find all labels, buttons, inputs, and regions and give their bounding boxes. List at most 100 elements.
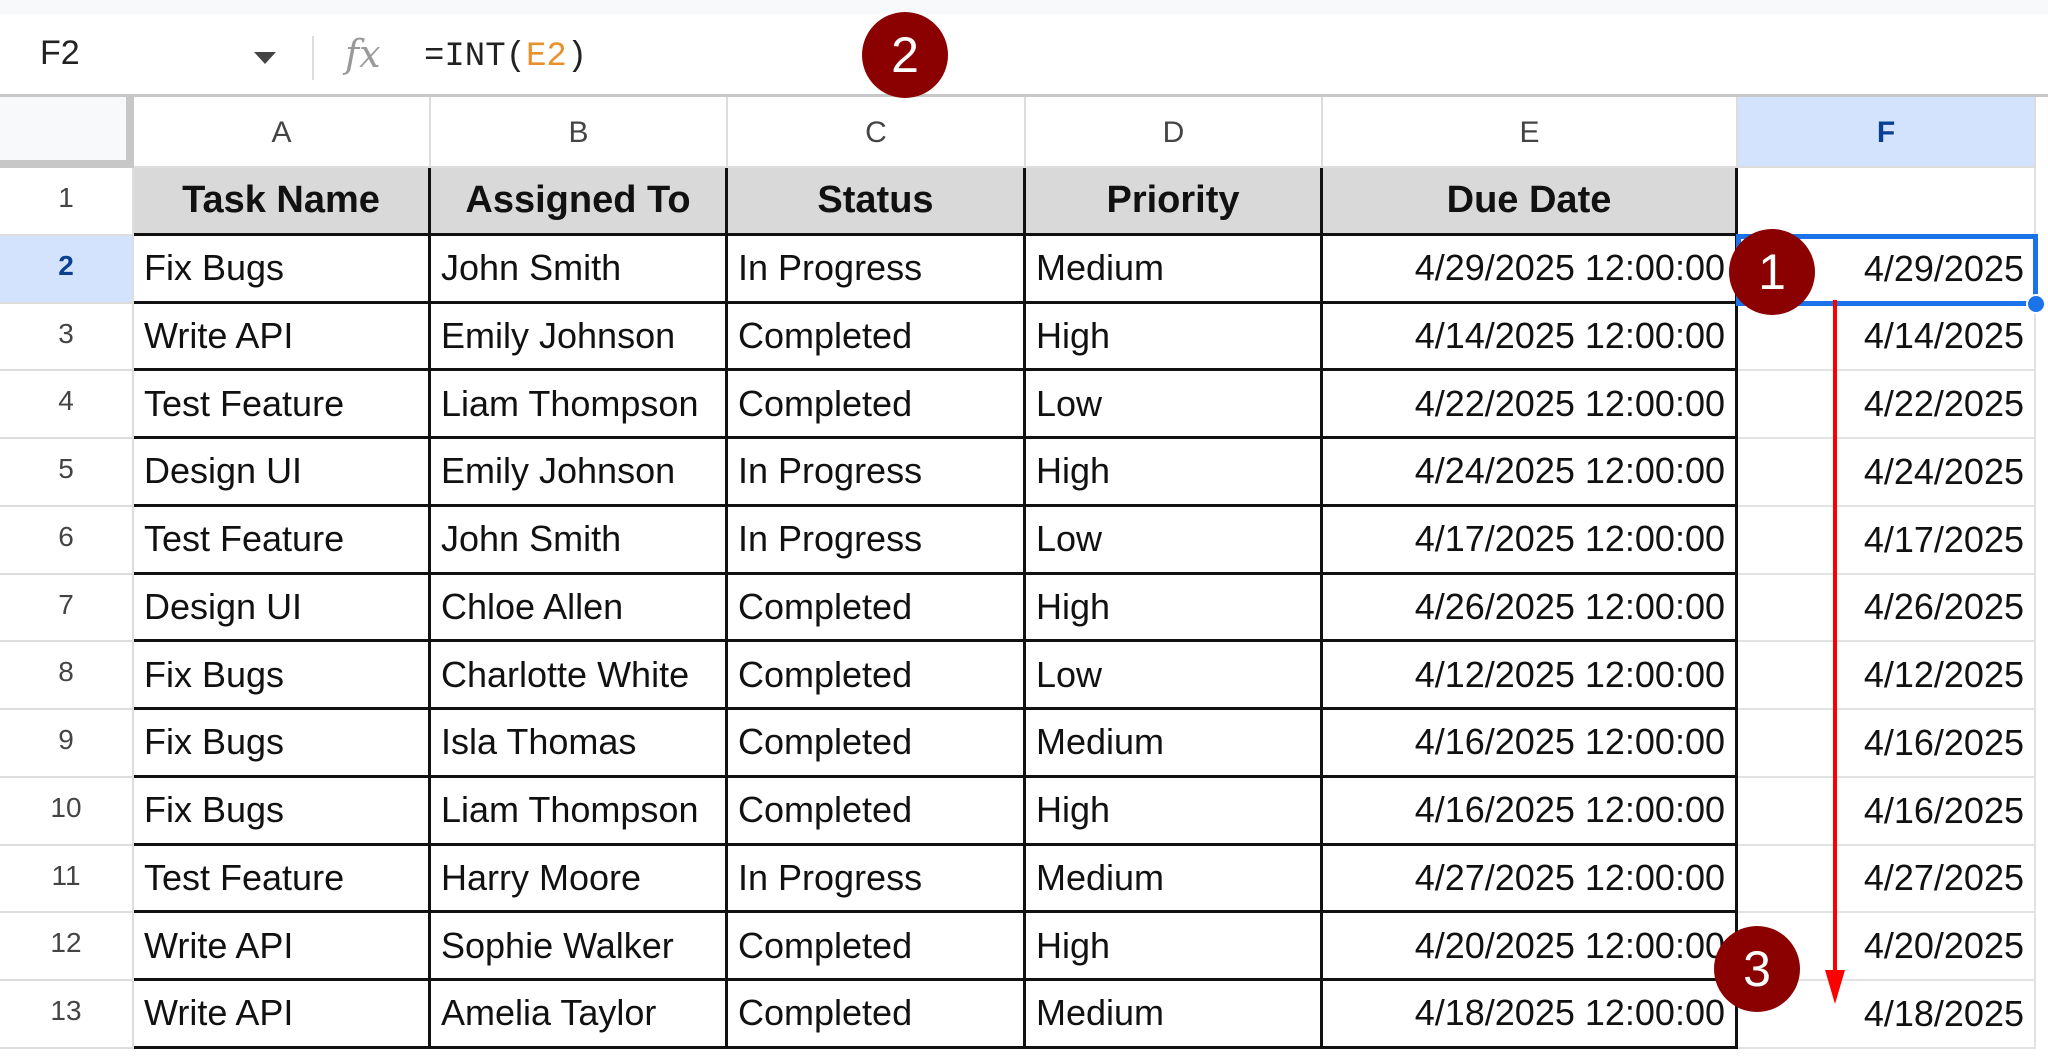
table-cell[interactable]: High xyxy=(1026,574,1323,643)
table-cell[interactable]: 4/16/2025 xyxy=(1738,710,2036,778)
table-cell[interactable]: 4/29/2025 12:00:00 xyxy=(1323,235,1738,304)
formula-input[interactable]: =INT(E2) xyxy=(424,38,587,76)
table-cell[interactable]: 4/12/2025 12:00:00 xyxy=(1323,642,1738,710)
table-cell[interactable]: 4/18/2025 xyxy=(1738,981,2036,1049)
table-cell[interactable]: Fix Bugs xyxy=(134,710,431,778)
table-cell[interactable]: 4/22/2025 12:00:00 xyxy=(1323,371,1738,439)
table-cell[interactable]: 4/22/2025 xyxy=(1738,371,2036,439)
table-cell[interactable]: High xyxy=(1026,777,1323,846)
table-cell[interactable]: Completed xyxy=(728,913,1026,981)
table-cell[interactable]: Completed xyxy=(728,371,1026,439)
row-header-9[interactable]: 9 xyxy=(0,710,134,778)
table-cell[interactable]: Emily Johnson xyxy=(431,439,728,507)
row-header-11[interactable]: 11 xyxy=(0,845,134,914)
table-cell[interactable]: 4/27/2025 12:00:00 xyxy=(1323,845,1738,914)
header-cell[interactable]: Task Name xyxy=(134,168,431,236)
table-cell[interactable]: Completed xyxy=(728,710,1026,778)
table-cell[interactable]: 4/16/2025 12:00:00 xyxy=(1323,710,1738,778)
row-header-8[interactable]: 8 xyxy=(0,642,134,710)
row-header-5[interactable]: 5 xyxy=(0,439,134,507)
table-cell[interactable]: 4/26/2025 12:00:00 xyxy=(1323,574,1738,643)
table-cell[interactable]: Test Feature xyxy=(134,506,431,575)
name-box[interactable]: F2 xyxy=(40,34,80,72)
table-cell[interactable]: Completed xyxy=(728,642,1026,710)
row-header-3[interactable]: 3 xyxy=(0,303,134,372)
table-cell[interactable]: Liam Thompson xyxy=(431,371,728,439)
table-cell[interactable]: Completed xyxy=(728,981,1026,1049)
row-header-2[interactable]: 2 xyxy=(0,235,134,304)
table-cell[interactable]: Design UI xyxy=(134,574,431,643)
table-cell[interactable]: 4/14/2025 12:00:00 xyxy=(1323,303,1738,372)
table-cell[interactable]: Test Feature xyxy=(134,845,431,914)
table-cell[interactable]: John Smith xyxy=(431,506,728,575)
table-cell[interactable]: Low xyxy=(1026,506,1323,575)
table-cell[interactable]: 4/24/2025 12:00:00 xyxy=(1323,439,1738,507)
table-cell[interactable]: In Progress xyxy=(728,439,1026,507)
table-cell[interactable]: Write API xyxy=(134,303,431,372)
row-header-4[interactable]: 4 xyxy=(0,371,134,439)
column-header-b[interactable]: B xyxy=(431,97,728,168)
table-cell[interactable]: Medium xyxy=(1026,845,1323,914)
table-cell[interactable]: Fix Bugs xyxy=(134,642,431,710)
row-header-13[interactable]: 13 xyxy=(0,981,134,1049)
table-cell[interactable]: Low xyxy=(1026,642,1323,710)
table-cell[interactable]: Harry Moore xyxy=(431,845,728,914)
table-cell[interactable]: Amelia Taylor xyxy=(431,981,728,1049)
table-cell[interactable]: In Progress xyxy=(728,506,1026,575)
fill-handle[interactable] xyxy=(2026,293,2046,314)
table-cell[interactable]: Fix Bugs xyxy=(134,777,431,846)
table-cell[interactable]: 4/17/2025 xyxy=(1738,506,2036,575)
table-cell[interactable]: Charlotte White xyxy=(431,642,728,710)
table-cell[interactable]: Design UI xyxy=(134,439,431,507)
row-header-1[interactable]: 1 xyxy=(0,168,134,236)
table-cell[interactable]: Completed xyxy=(728,777,1026,846)
table-cell[interactable]: Write API xyxy=(134,913,431,981)
row-header-7[interactable]: 7 xyxy=(0,574,134,643)
column-header-f[interactable]: F xyxy=(1738,97,2036,168)
table-cell[interactable]: Liam Thompson xyxy=(431,777,728,846)
table-cell[interactable]: Write API xyxy=(134,981,431,1049)
table-cell[interactable]: Fix Bugs xyxy=(134,235,431,304)
row-header-10[interactable]: 10 xyxy=(0,777,134,846)
table-cell[interactable]: Medium xyxy=(1026,981,1323,1049)
name-box-dropdown-icon[interactable] xyxy=(254,52,276,64)
column-header-c[interactable]: C xyxy=(728,97,1026,168)
table-cell[interactable]: High xyxy=(1026,913,1323,981)
table-cell[interactable]: 4/20/2025 12:00:00 xyxy=(1323,913,1738,981)
table-cell[interactable]: In Progress xyxy=(728,845,1026,914)
table-cell[interactable]: Isla Thomas xyxy=(431,710,728,778)
table-cell[interactable]: Medium xyxy=(1026,710,1323,778)
table-cell[interactable]: 4/26/2025 xyxy=(1738,574,2036,643)
header-cell[interactable]: Due Date xyxy=(1323,168,1738,236)
row-header-12[interactable]: 12 xyxy=(0,913,134,981)
header-cell[interactable]: Priority xyxy=(1026,168,1323,236)
table-cell[interactable]: Sophie Walker xyxy=(431,913,728,981)
table-cell[interactable]: 4/14/2025 xyxy=(1738,303,2036,372)
header-cell[interactable]: Status xyxy=(728,168,1026,236)
table-cell[interactable]: 4/24/2025 xyxy=(1738,439,2036,507)
table-cell[interactable]: Low xyxy=(1026,371,1323,439)
header-cell[interactable] xyxy=(1738,168,2036,236)
table-cell[interactable]: 4/18/2025 12:00:00 xyxy=(1323,981,1738,1049)
table-cell[interactable]: High xyxy=(1026,303,1323,372)
table-cell[interactable]: In Progress xyxy=(728,235,1026,304)
select-all-corner[interactable] xyxy=(0,97,134,168)
column-header-e[interactable]: E xyxy=(1323,97,1738,168)
row-header-6[interactable]: 6 xyxy=(0,506,134,575)
table-cell[interactable]: Test Feature xyxy=(134,371,431,439)
table-cell[interactable]: Completed xyxy=(728,574,1026,643)
column-header-a[interactable]: A xyxy=(134,97,431,168)
table-cell[interactable]: Medium xyxy=(1026,235,1323,304)
table-cell[interactable]: 4/16/2025 xyxy=(1738,777,2036,846)
table-cell[interactable]: Chloe Allen xyxy=(431,574,728,643)
table-cell[interactable]: 4/17/2025 12:00:00 xyxy=(1323,506,1738,575)
table-cell[interactable]: 4/27/2025 xyxy=(1738,845,2036,914)
table-cell[interactable]: Emily Johnson xyxy=(431,303,728,372)
column-header-d[interactable]: D xyxy=(1026,97,1323,168)
header-cell[interactable]: Assigned To xyxy=(431,168,728,236)
table-cell[interactable]: Completed xyxy=(728,303,1026,372)
table-cell[interactable]: 4/20/2025 xyxy=(1738,913,2036,981)
table-cell[interactable]: High xyxy=(1026,439,1323,507)
table-cell[interactable]: 4/12/2025 xyxy=(1738,642,2036,710)
table-cell[interactable]: John Smith xyxy=(431,235,728,304)
